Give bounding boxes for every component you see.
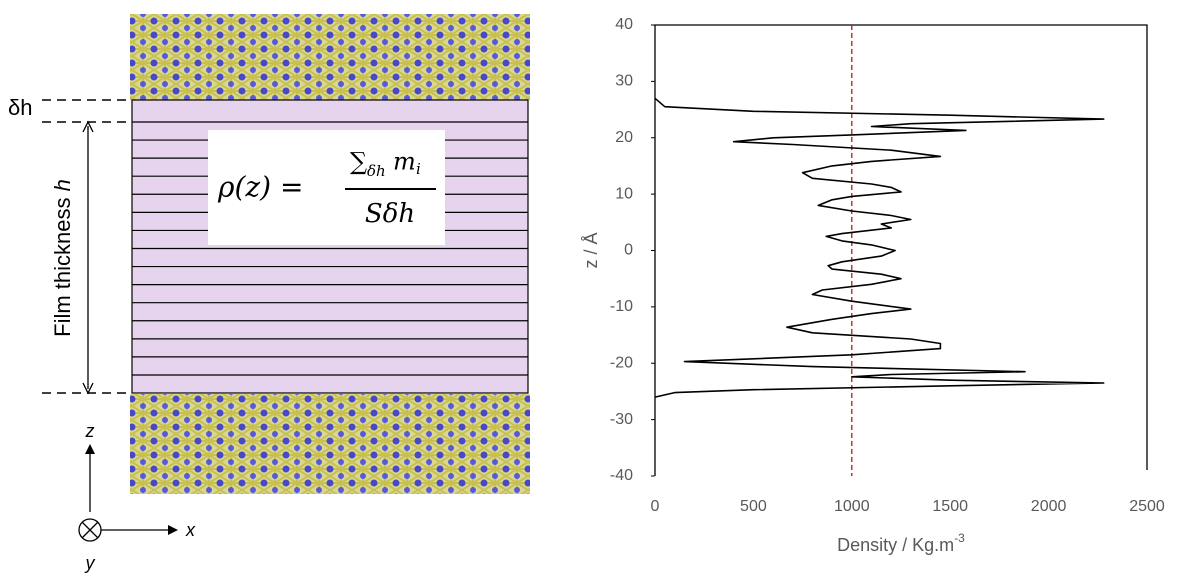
x-tick-label: 2500 (1129, 498, 1165, 515)
y-tick-label: -10 (610, 298, 633, 315)
thickness-label: Film thickness h (50, 179, 75, 337)
formula-mass-sub: i (416, 160, 421, 178)
formula-denominator: Sδh (365, 199, 415, 229)
bottom-wall (130, 394, 530, 494)
slices (132, 121, 528, 376)
density-line (654, 97, 1105, 398)
x-axis-title: Density / Kg.m-3 (837, 531, 965, 555)
y-tick-label: 30 (615, 73, 633, 90)
x-axis-title-text: Density / Kg.m (837, 535, 954, 555)
y-tick-label: 40 (615, 16, 633, 33)
x-tick-label: 0 (651, 498, 660, 515)
y-axis-title: z / Å (581, 232, 601, 268)
y-tick-label: -30 (610, 411, 633, 428)
y-tick-label: 0 (624, 242, 633, 259)
y-axis-label: y (84, 553, 96, 573)
x-tick-label: 1000 (834, 498, 870, 515)
arrow-heads (82, 120, 94, 395)
formula-sum: ∑ (350, 148, 367, 176)
x-axis-label: x (185, 520, 196, 540)
formula-lhs: ρ(z) = (217, 171, 303, 204)
x-tick-label: 1500 (932, 498, 968, 515)
formula-box (208, 130, 445, 245)
y-axis-into-page (78, 518, 102, 542)
thickness-text: Film thickness (50, 191, 75, 336)
x-tick-label: 2000 (1031, 498, 1067, 515)
axis-arrow-heads (85, 444, 178, 535)
y-tick-label: 10 (615, 185, 633, 202)
film-outline (131, 99, 529, 394)
top-wall (130, 14, 530, 100)
chart: -40 -30 -20 -10 0 10 20 30 40 0 500 1000 1500 2000 250… (581, 16, 1165, 555)
y-tick-label: 20 (615, 129, 633, 146)
y-tick-label: -20 (610, 354, 633, 371)
formula-mass: m (393, 148, 416, 176)
x-axis-title-sup: -3 (954, 531, 965, 545)
formula-sum-sub: δh (367, 162, 386, 180)
thickness-symbol: h (50, 179, 75, 191)
dashed-guides (42, 99, 132, 394)
z-axis-label: z (85, 421, 95, 441)
plot-frame (654, 24, 1148, 476)
x-tick-label: 500 (740, 498, 767, 515)
y-tick-label: -40 (610, 467, 633, 484)
diagram: ρ(z) = ∑ δh m i Sδh δh Film thickness h … (8, 14, 530, 573)
formula: ρ(z) = ∑ δh m i Sδh (217, 148, 436, 229)
cross (81, 521, 99, 539)
delta-label: δh (8, 95, 32, 120)
